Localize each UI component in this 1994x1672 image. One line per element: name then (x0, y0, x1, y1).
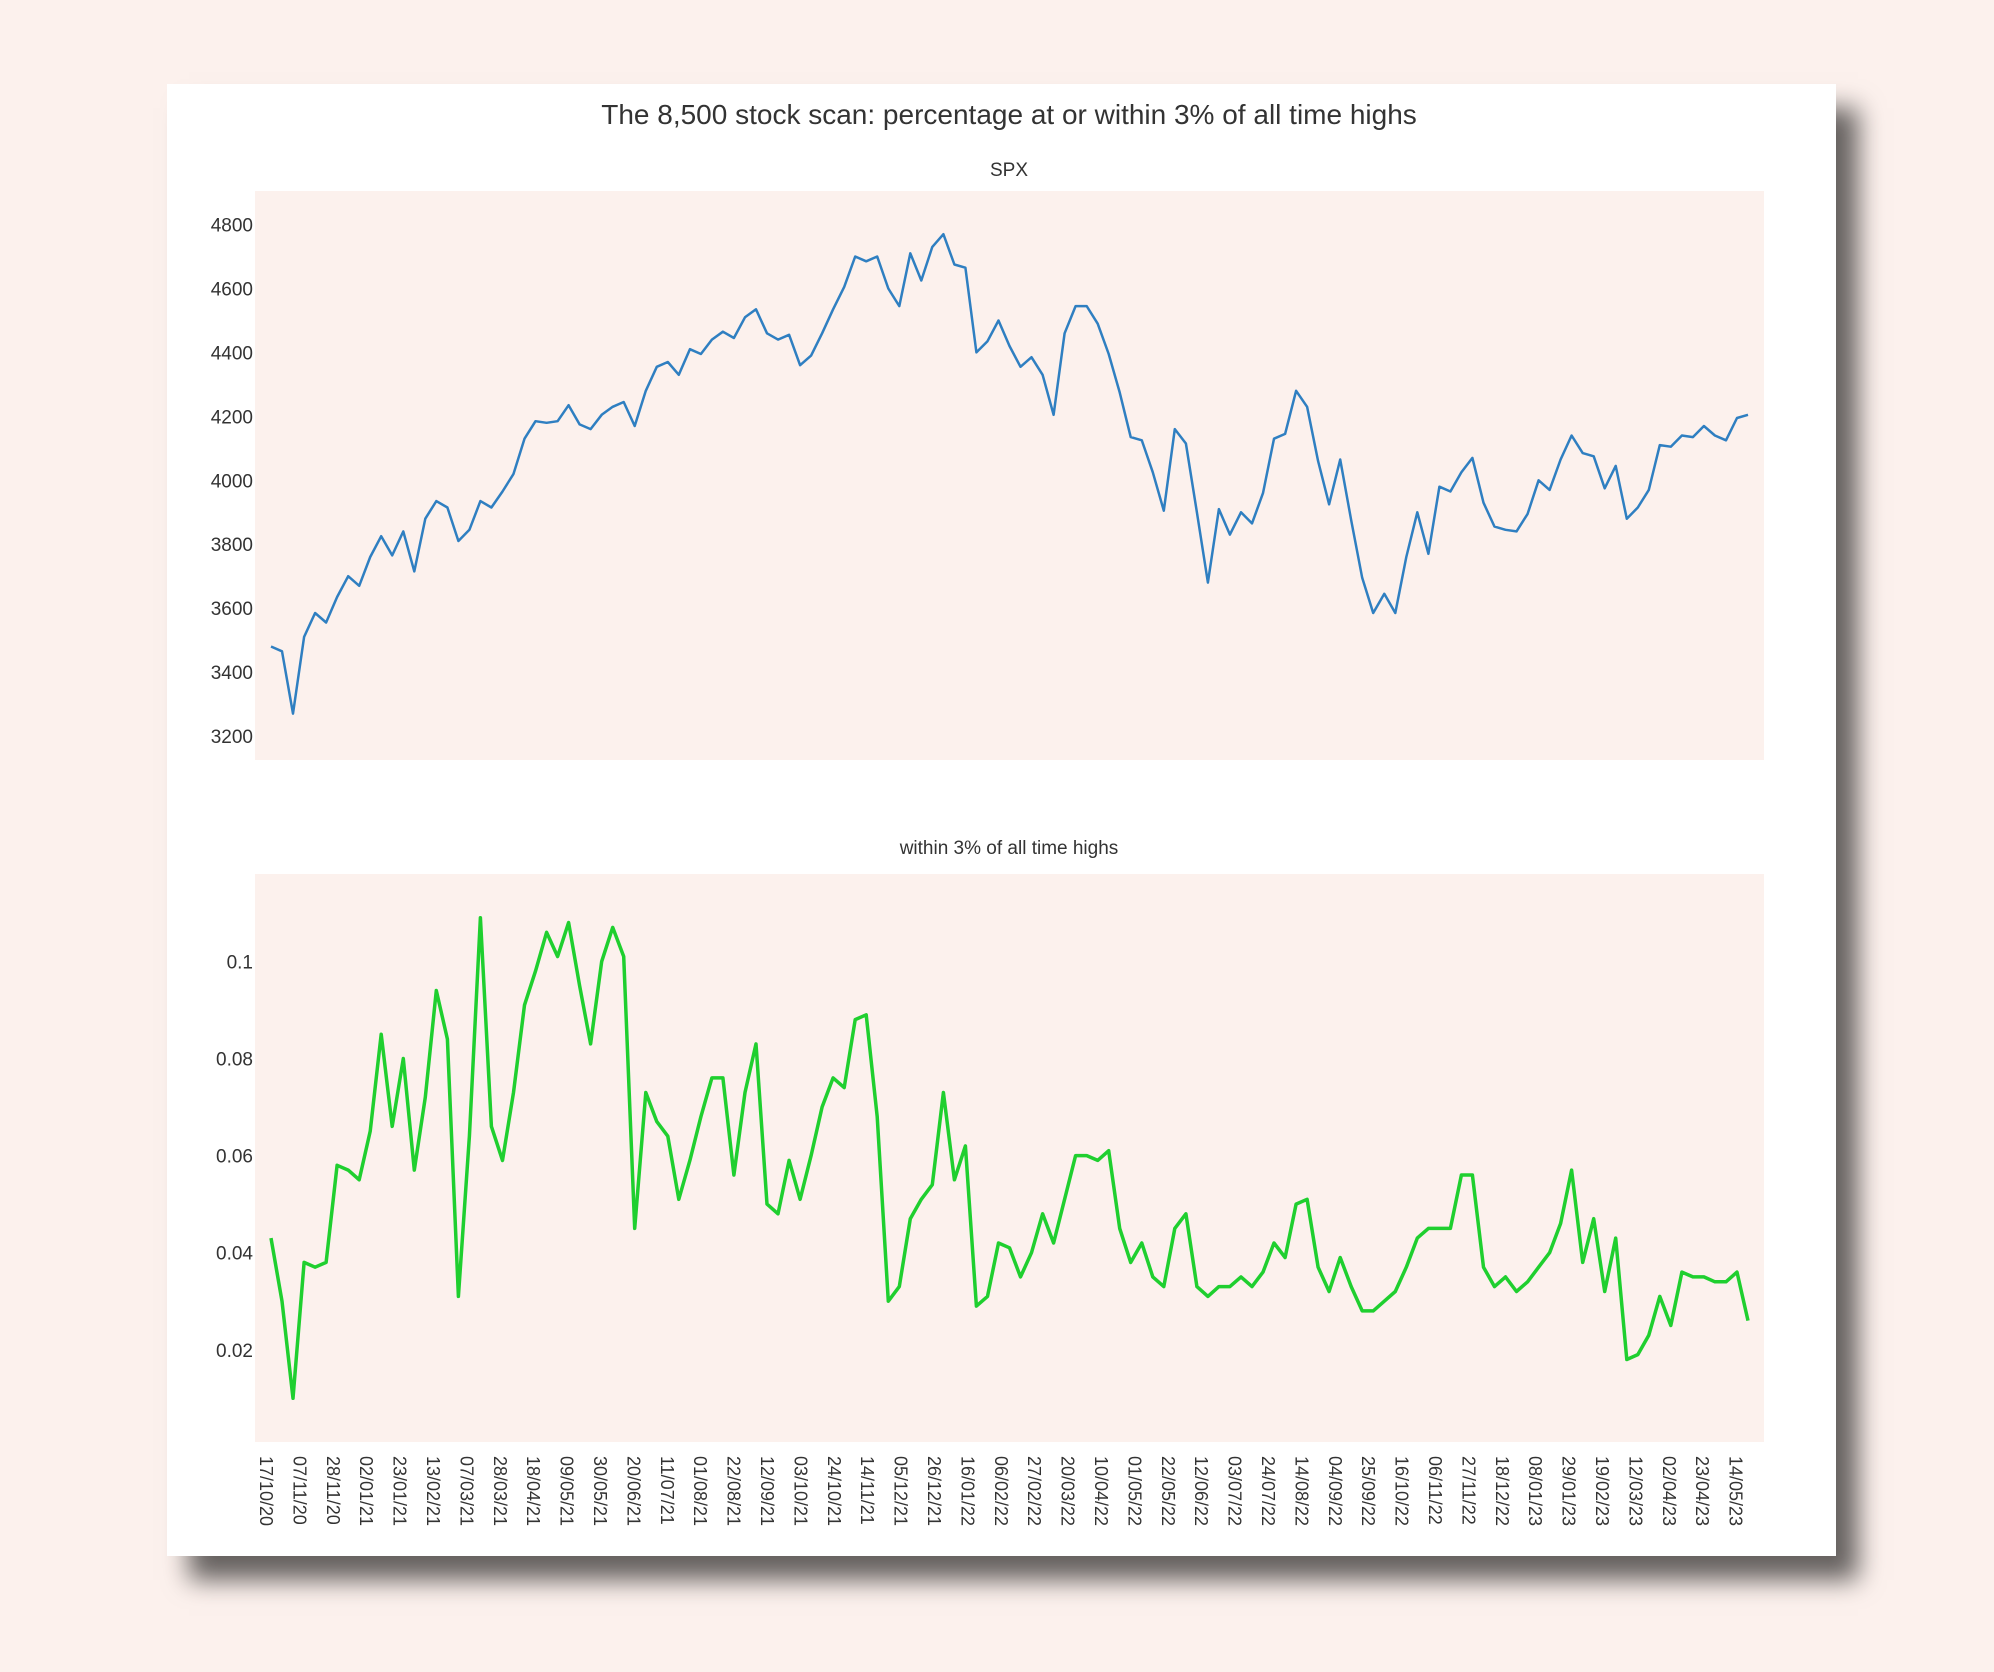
x-tick-label: 16/10/22 (1392, 1456, 1412, 1526)
x-tick-label: 25/09/22 (1358, 1456, 1378, 1526)
spx-y-tick-label: 4800 (211, 216, 253, 237)
x-tick-label: 24/10/21 (824, 1456, 844, 1526)
x-tick-label: 20/03/22 (1058, 1456, 1078, 1526)
spx-y-tick-label: 4600 (211, 279, 253, 300)
x-tick-label: 05/12/21 (891, 1456, 911, 1526)
x-tick-label: 12/06/22 (1191, 1456, 1211, 1526)
ath-y-tick-label: 0.08 (216, 1049, 253, 1070)
x-tick-label: 12/03/23 (1625, 1456, 1645, 1526)
x-tick-label: 18/04/21 (523, 1456, 543, 1526)
spx-y-tick-label: 3400 (211, 663, 253, 684)
chart-card: The 8,500 stock scan: percentage at or w… (167, 84, 1836, 1556)
spx-y-tick-label: 4000 (211, 471, 253, 492)
x-tick-label: 17/10/20 (256, 1456, 276, 1526)
ath-subtitle: within 3% of all time highs (899, 838, 1119, 859)
x-tick-label: 30/05/21 (590, 1456, 610, 1526)
x-tick-label: 24/07/22 (1258, 1456, 1278, 1526)
x-tick-label: 02/04/23 (1659, 1456, 1679, 1526)
x-tick-label: 03/10/21 (790, 1456, 810, 1526)
x-tick-label: 19/02/23 (1592, 1456, 1612, 1526)
ath-y-axis: 0.02 0.04 0.06 0.08 0.1 (216, 952, 253, 1361)
x-tick-label: 06/02/22 (991, 1456, 1011, 1526)
ath-y-tick-label: 0.1 (227, 952, 253, 973)
x-tick-label: 07/11/20 (289, 1456, 309, 1525)
chart-title: The 8,500 stock scan: percentage at or w… (601, 99, 1417, 130)
x-tick-label: 07/03/21 (456, 1456, 476, 1526)
spx-y-axis: 3200 3400 3600 3800 4000 4200 4400 4600 4800 (211, 216, 253, 748)
x-tick-label: 23/04/23 (1692, 1456, 1712, 1526)
x-tick-label: 16/01/22 (957, 1456, 977, 1526)
x-tick-label: 23/01/21 (390, 1456, 410, 1526)
spx-y-tick-label: 4200 (211, 407, 253, 428)
spx-plot-area (255, 191, 1764, 760)
x-tick-label: 29/01/23 (1559, 1456, 1579, 1526)
x-tick-label: 04/09/22 (1325, 1456, 1345, 1526)
spx-y-tick-label: 3600 (211, 599, 253, 620)
x-tick-label: 11/07/21 (657, 1456, 677, 1525)
x-tick-label: 27/02/22 (1024, 1456, 1044, 1526)
x-tick-label: 12/09/21 (757, 1456, 777, 1526)
spx-y-tick-label: 4400 (211, 343, 253, 364)
chart-svg: The 8,500 stock scan: percentage at or w… (211, 99, 1764, 1526)
x-tick-label: 02/01/21 (356, 1456, 376, 1526)
ath-plot-area (255, 874, 1764, 1442)
x-tick-label: 26/12/21 (924, 1456, 944, 1526)
x-tick-label: 01/05/22 (1124, 1456, 1144, 1526)
x-tick-label: 28/03/21 (490, 1456, 510, 1526)
x-tick-label: 13/02/21 (423, 1456, 443, 1526)
spx-y-tick-label: 3200 (211, 727, 253, 748)
x-tick-label: 10/04/22 (1091, 1456, 1111, 1526)
x-tick-label: 01/08/21 (690, 1456, 710, 1526)
x-tick-label: 08/01/23 (1525, 1456, 1545, 1526)
x-tick-label: 14/11/21 (857, 1456, 877, 1525)
spx-y-tick-label: 3800 (211, 535, 253, 556)
ath-y-tick-label: 0.02 (216, 1341, 253, 1362)
x-tick-label: 27/11/22 (1458, 1456, 1478, 1525)
spx-subtitle: SPX (990, 160, 1028, 181)
x-tick-label: 14/05/23 (1726, 1456, 1746, 1526)
x-axis: 17/10/20 07/11/20 28/11/20 02/01/21 23/01/21… (256, 1456, 1746, 1526)
x-tick-label: 14/08/22 (1291, 1456, 1311, 1526)
ath-y-tick-label: 0.06 (216, 1147, 253, 1168)
x-tick-label: 18/12/22 (1492, 1456, 1512, 1526)
spx-line (270, 232, 1749, 715)
x-tick-label: 03/07/22 (1225, 1456, 1245, 1526)
ath-line (269, 915, 1750, 1401)
ath-y-tick-label: 0.04 (216, 1244, 253, 1265)
x-tick-label: 22/08/21 (724, 1456, 744, 1526)
x-tick-label: 09/05/21 (557, 1456, 577, 1526)
x-tick-label: 22/05/22 (1158, 1456, 1178, 1526)
x-tick-label: 20/06/21 (623, 1456, 643, 1526)
x-tick-label: 06/11/22 (1425, 1456, 1445, 1525)
x-tick-label: 28/11/20 (323, 1456, 343, 1525)
